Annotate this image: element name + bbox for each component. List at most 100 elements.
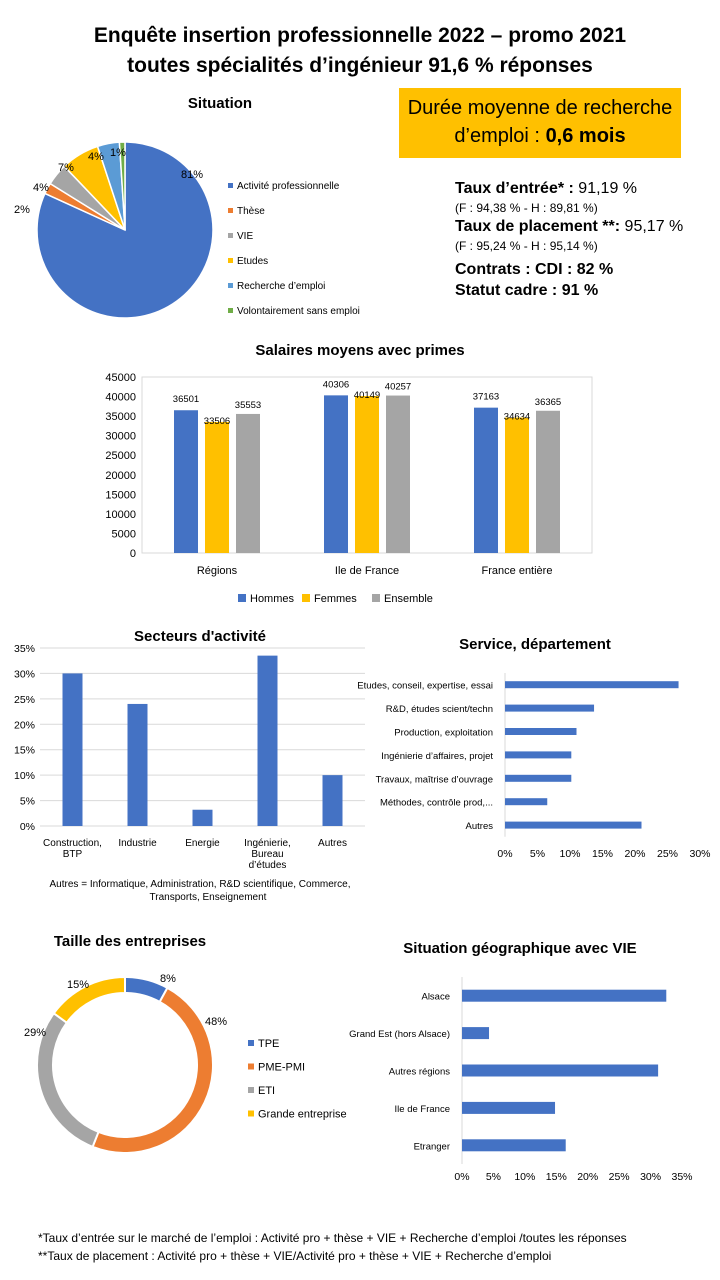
bar-3 bbox=[462, 1101, 556, 1114]
y-tick-label: 30000 bbox=[105, 431, 136, 443]
bar-4 bbox=[462, 1139, 566, 1152]
footer-note-entree: *Taux d’entrée sur le marché de l’emploi… bbox=[38, 1231, 627, 1245]
legend-label-0: Activité professionnelle bbox=[237, 181, 340, 192]
bar-0 bbox=[505, 681, 679, 689]
taux-entree-value: 91,19 % bbox=[578, 180, 638, 197]
bar-1 bbox=[505, 704, 595, 712]
bar-4 bbox=[505, 774, 572, 782]
legend-label-4: Recherche d’emploi bbox=[237, 281, 325, 292]
bar-value-label: 40257 bbox=[385, 382, 411, 393]
duree-line2: d’emploi : 0,6 mois bbox=[399, 122, 681, 150]
legend-swatch-4 bbox=[228, 283, 233, 288]
pie-value-label-2: 4% bbox=[33, 182, 49, 194]
bar-ensemble-0 bbox=[236, 413, 260, 553]
y-category-label: Autres régions bbox=[389, 1067, 451, 1078]
duree-box: Durée moyenne de recherche d’emploi : 0,… bbox=[399, 88, 681, 158]
salaires-title: Salaires moyens avec primes bbox=[255, 342, 465, 359]
service-bar-chart: 0% 5% 10% 15% 20% 25% 30% Etudes, conseil, expe… bbox=[357, 673, 711, 860]
x-tick-label: 10% bbox=[559, 848, 580, 860]
y-category-label: Grand Est (hors Alsace) bbox=[349, 1029, 450, 1040]
bar-0 bbox=[462, 989, 667, 1002]
duree-value: 0,6 mois bbox=[545, 125, 626, 147]
y-tick-label: 15000 bbox=[105, 489, 136, 501]
legend-label-1: PME-PMI bbox=[258, 1062, 305, 1074]
legend-swatch-0 bbox=[238, 594, 246, 602]
y-category-label: Ingénierie d’affaires, projet bbox=[381, 751, 493, 762]
x-category-label: Bureau bbox=[251, 849, 283, 860]
legend-label-2: ETI bbox=[258, 1085, 275, 1097]
legend-label-3: Etudes bbox=[237, 256, 268, 267]
bar-value-label: 36365 bbox=[535, 397, 561, 408]
pie-value-label-1: 2% bbox=[14, 204, 30, 216]
y-tick-label: 5000 bbox=[112, 528, 136, 540]
taille-doughnut-chart: 8% 48% 29% 15% TPE PME-PMI ETI Grande entrepris… bbox=[24, 973, 347, 1154]
pie-value-label-0: 81% bbox=[181, 169, 203, 181]
bar-hommes-2 bbox=[474, 407, 498, 553]
bar-0 bbox=[62, 673, 83, 826]
bar-value-label: 34634 bbox=[504, 412, 530, 423]
pie-slice-0 bbox=[36, 141, 214, 319]
legend-swatch-2 bbox=[228, 233, 233, 238]
x-tick-label: 25% bbox=[609, 1171, 630, 1183]
situation-pie-chart: 81%2%4%7%4% 1%Activité professionnelleThè… bbox=[14, 141, 360, 319]
doughnut-slice-2 bbox=[36, 1011, 100, 1149]
bar-femmes-0 bbox=[205, 421, 229, 553]
bar-2 bbox=[462, 1064, 659, 1077]
x-tick-label: 20% bbox=[624, 848, 645, 860]
taux-placement-detail: (F : 95,24 % - H : 95,14 %) bbox=[455, 239, 598, 253]
taux-placement-value: 95,17 % bbox=[624, 218, 684, 235]
legend-swatch-3 bbox=[248, 1110, 254, 1117]
doughnut-value-label-2: 29% bbox=[24, 1027, 46, 1039]
taux-entree-label: Taux d’entrée* : bbox=[455, 180, 574, 197]
legend-label-5: Volontairement sans emploi bbox=[237, 306, 360, 317]
legend-swatch-0 bbox=[228, 183, 233, 188]
y-tick-label: 5% bbox=[20, 796, 35, 808]
bar-ensemble-2 bbox=[536, 410, 560, 553]
bar-femmes-1 bbox=[355, 395, 379, 553]
bar-4 bbox=[322, 775, 343, 826]
x-category-label: Construction, bbox=[43, 838, 102, 849]
contrats-label: Contrats : CDI : bbox=[455, 261, 573, 278]
doughnut-slice-1 bbox=[91, 986, 214, 1154]
y-category-label: Travaux, maîtrise d’ouvrage bbox=[376, 774, 493, 785]
x-tick-label: 5% bbox=[530, 848, 545, 860]
legend-label-2: VIE bbox=[237, 231, 253, 242]
bar-ensemble-1 bbox=[386, 395, 410, 553]
bar-1 bbox=[127, 703, 148, 826]
y-category-label: Méthodes, contrôle prod,... bbox=[380, 798, 493, 809]
y-category-label: Ile de France bbox=[395, 1104, 450, 1115]
x-tick-label: 35% bbox=[671, 1171, 692, 1183]
y-tick-label: 20% bbox=[14, 719, 35, 731]
y-tick-label: 20000 bbox=[105, 470, 136, 482]
secteurs-title: Secteurs d'activité bbox=[134, 628, 266, 645]
y-tick-label: 45000 bbox=[105, 372, 136, 384]
x-tick-label: 15% bbox=[546, 1171, 567, 1183]
cadre-label: Statut cadre : bbox=[455, 282, 558, 299]
y-category-label: Production, exploitation bbox=[394, 728, 493, 739]
legend-swatch-2 bbox=[372, 594, 380, 602]
pie-value-label-5: 1% bbox=[110, 147, 126, 159]
x-tick-label: 30% bbox=[689, 848, 710, 860]
legend-label-1: Femmes bbox=[314, 593, 357, 605]
bar-2 bbox=[192, 809, 213, 826]
y-tick-label: 25000 bbox=[105, 450, 136, 462]
taux-placement-label: Taux de placement **: bbox=[455, 218, 621, 235]
taille-title: Taille des entreprises bbox=[53, 933, 207, 950]
y-tick-label: 10000 bbox=[105, 509, 136, 521]
situation-title: Situation bbox=[187, 95, 253, 112]
x-category-label: d’études bbox=[249, 860, 287, 871]
y-tick-label: 15% bbox=[14, 745, 35, 757]
page-subtitle: toutes spécialités d’ingénieur 91,6 % ré… bbox=[127, 54, 593, 77]
bar-hommes-0 bbox=[174, 410, 198, 553]
autres-note-line2: Transports, Enseignement bbox=[150, 892, 267, 903]
bar-hommes-1 bbox=[324, 395, 348, 553]
bar-1 bbox=[462, 1027, 490, 1040]
x-tick-label: 0% bbox=[497, 848, 512, 860]
x-tick-label: 20% bbox=[577, 1171, 598, 1183]
bar-5 bbox=[505, 798, 548, 806]
cadre-value: 91 % bbox=[561, 282, 599, 299]
taux-entree-detail: (F : 94,38 % - H : 89,81 %) bbox=[455, 201, 598, 215]
bar-value-label: 37163 bbox=[473, 392, 499, 403]
x-category-label: Energie bbox=[185, 838, 220, 849]
y-category-label: R&D, études scient/techn bbox=[386, 704, 493, 715]
